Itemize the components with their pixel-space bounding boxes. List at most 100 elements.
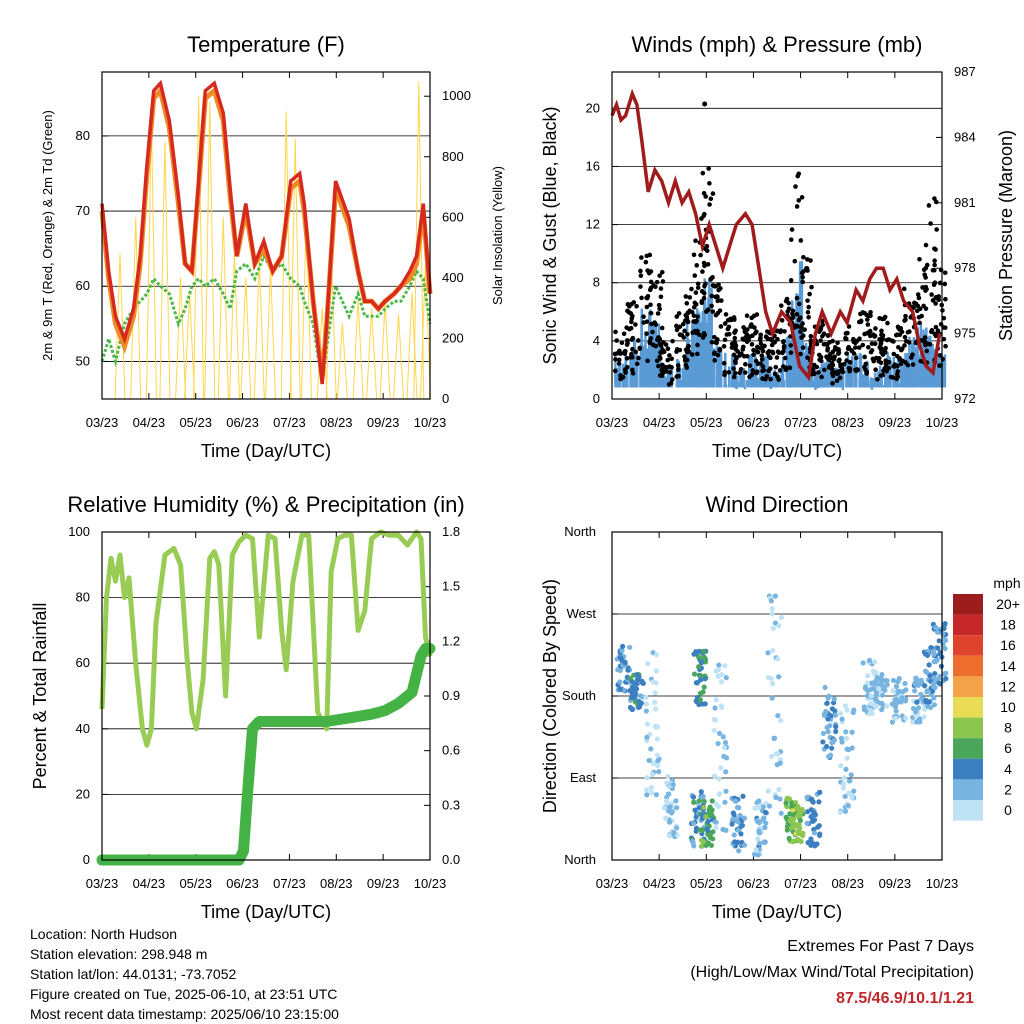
gust-point [878, 360, 884, 366]
gust-point [741, 325, 746, 330]
extremes-values: 87.5/46.9/10.1/1.21 [836, 990, 974, 1007]
gust-point [691, 313, 697, 318]
gust-point [877, 336, 882, 342]
wind-dir-point [791, 816, 797, 823]
wind-dir-point [768, 598, 774, 604]
y-right-tick-label: 400 [442, 270, 464, 285]
wind-dir-point [879, 701, 885, 707]
temperature-title: Temperature (F) [187, 32, 345, 57]
colorbar-label: 6 [1004, 740, 1012, 756]
gust-point [768, 355, 773, 361]
wind-dir-point [648, 790, 655, 796]
y-right-tick-label: 1000 [442, 88, 471, 103]
wind-dir-point [766, 803, 773, 809]
gust-point [658, 343, 664, 349]
wind-dir-point [934, 629, 941, 635]
wind-dir-point [931, 680, 937, 686]
colorbar: mph 20+ 18 16 14 12 10 8 6 4 2 0 [953, 575, 1021, 821]
wind-dir-point [735, 827, 741, 833]
gust-point [829, 367, 835, 372]
colorbar-swatch [953, 635, 983, 656]
wind-dir-point [824, 700, 830, 706]
gust-point [901, 286, 907, 292]
wind-dir-point [712, 717, 718, 723]
wind-dir-point [636, 698, 642, 705]
wind-dir-point [828, 713, 834, 719]
gust-point [628, 325, 634, 331]
wind-dir-point [892, 697, 898, 703]
gust-point [612, 368, 618, 374]
gust-point [759, 353, 765, 358]
wind-dir-point [665, 791, 672, 797]
wind-dir-point [871, 679, 877, 686]
colorbar-label: 16 [1000, 637, 1016, 653]
wind-dir-point [716, 730, 723, 736]
colorbar-label: 10 [1000, 699, 1016, 715]
gust-point [697, 332, 702, 338]
wind-dir-point [866, 657, 873, 663]
gust-point [800, 274, 805, 280]
wind-dir-point [667, 804, 673, 810]
gust-point [774, 355, 780, 360]
wind-dir-point [933, 658, 939, 664]
gust-point [876, 355, 882, 361]
gust-point [907, 329, 912, 334]
gust-point [834, 378, 840, 384]
gust-point [891, 339, 896, 344]
gust-point [735, 349, 741, 354]
y-tick-label: 20 [76, 786, 90, 801]
gust-point [896, 325, 901, 331]
wind-dir-point [869, 710, 875, 716]
gust-point [792, 323, 798, 328]
gust-point [943, 343, 948, 349]
gust-point [825, 348, 830, 353]
gust-point [654, 279, 660, 285]
gust-point [770, 349, 775, 355]
gust-point [837, 375, 843, 381]
solar-spike [413, 81, 425, 400]
gust-point [845, 330, 850, 336]
wind-dir-point [931, 702, 938, 708]
wind-dir-point [773, 794, 779, 801]
colorbar-swatch [953, 614, 983, 636]
wind-dir-point [711, 727, 717, 734]
wind-dir-point [783, 800, 789, 806]
gust-point [805, 309, 811, 315]
gust-point [916, 314, 922, 320]
wind-dir-point [788, 825, 794, 831]
gust-point [706, 166, 711, 171]
station-latlon: Station lat/lon: 44.0131; -73.7052 [30, 966, 237, 982]
gust-point [704, 243, 710, 249]
wind-dir-point [884, 703, 890, 709]
gust-point [731, 374, 737, 380]
gust-point [778, 303, 784, 308]
y-tick-label: 4 [593, 333, 600, 348]
gust-point [722, 321, 728, 326]
wind-dir-point [943, 670, 949, 676]
wind-dir-point [627, 644, 633, 650]
wind-dir-point [784, 795, 790, 801]
solar-spike [336, 323, 348, 400]
wind-dir-point [876, 686, 882, 692]
gust-point [860, 342, 866, 348]
gust-point [933, 324, 939, 330]
wind-dir-point [918, 691, 924, 697]
gust-point [655, 311, 661, 316]
gust-point [660, 279, 666, 284]
wind-dir-point [837, 809, 843, 815]
gust-point [618, 351, 623, 356]
wind-dir-point [843, 735, 850, 742]
wind-dir-point [736, 848, 742, 854]
gust-point [713, 340, 718, 345]
y-right-tick-label: 0.0 [442, 852, 460, 867]
gust-point [865, 317, 870, 322]
wind-dir-point [698, 660, 704, 666]
x-tick-label: 03/23 [596, 415, 629, 430]
winds-border [611, 71, 943, 400]
wind-dir-point [756, 819, 763, 826]
gust-point [777, 368, 783, 373]
gust-point [638, 273, 644, 278]
x-tick-label: 09/23 [879, 876, 912, 891]
gust-point [648, 269, 654, 274]
wind-dir-point [936, 638, 942, 644]
